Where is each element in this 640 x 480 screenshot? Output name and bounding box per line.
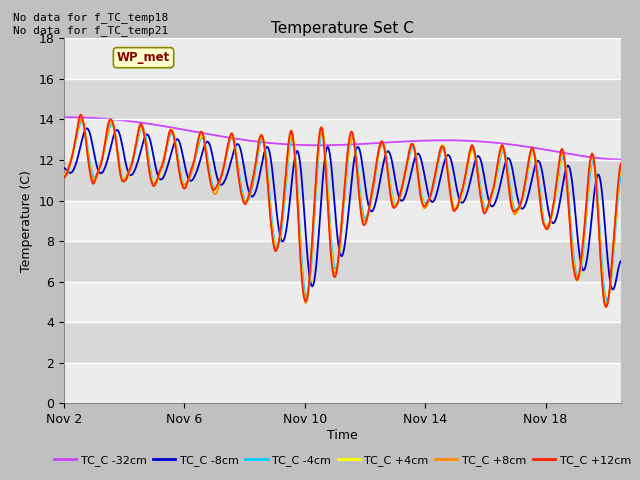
Bar bbox=[64, 282, 621, 322]
Legend: TC_C -32cm, TC_C -8cm, TC_C -4cm, TC_C +4cm, TC_C +8cm, TC_C +12cm: TC_C -32cm, TC_C -8cm, TC_C -4cm, TC_C +… bbox=[50, 451, 635, 470]
Text: No data for f_TC_temp18: No data for f_TC_temp18 bbox=[13, 12, 168, 23]
Text: WP_met: WP_met bbox=[117, 51, 170, 64]
Bar bbox=[64, 363, 621, 403]
Bar bbox=[64, 0, 621, 38]
Bar bbox=[64, 241, 621, 282]
X-axis label: Time: Time bbox=[327, 429, 358, 442]
Bar bbox=[64, 38, 621, 79]
Text: No data for f_TC_temp21: No data for f_TC_temp21 bbox=[13, 25, 168, 36]
Title: Temperature Set C: Temperature Set C bbox=[271, 21, 414, 36]
Bar bbox=[64, 201, 621, 241]
Bar bbox=[64, 322, 621, 363]
Bar bbox=[64, 160, 621, 201]
Bar bbox=[64, 120, 621, 160]
Y-axis label: Temperature (C): Temperature (C) bbox=[20, 170, 33, 272]
Bar bbox=[64, 79, 621, 120]
